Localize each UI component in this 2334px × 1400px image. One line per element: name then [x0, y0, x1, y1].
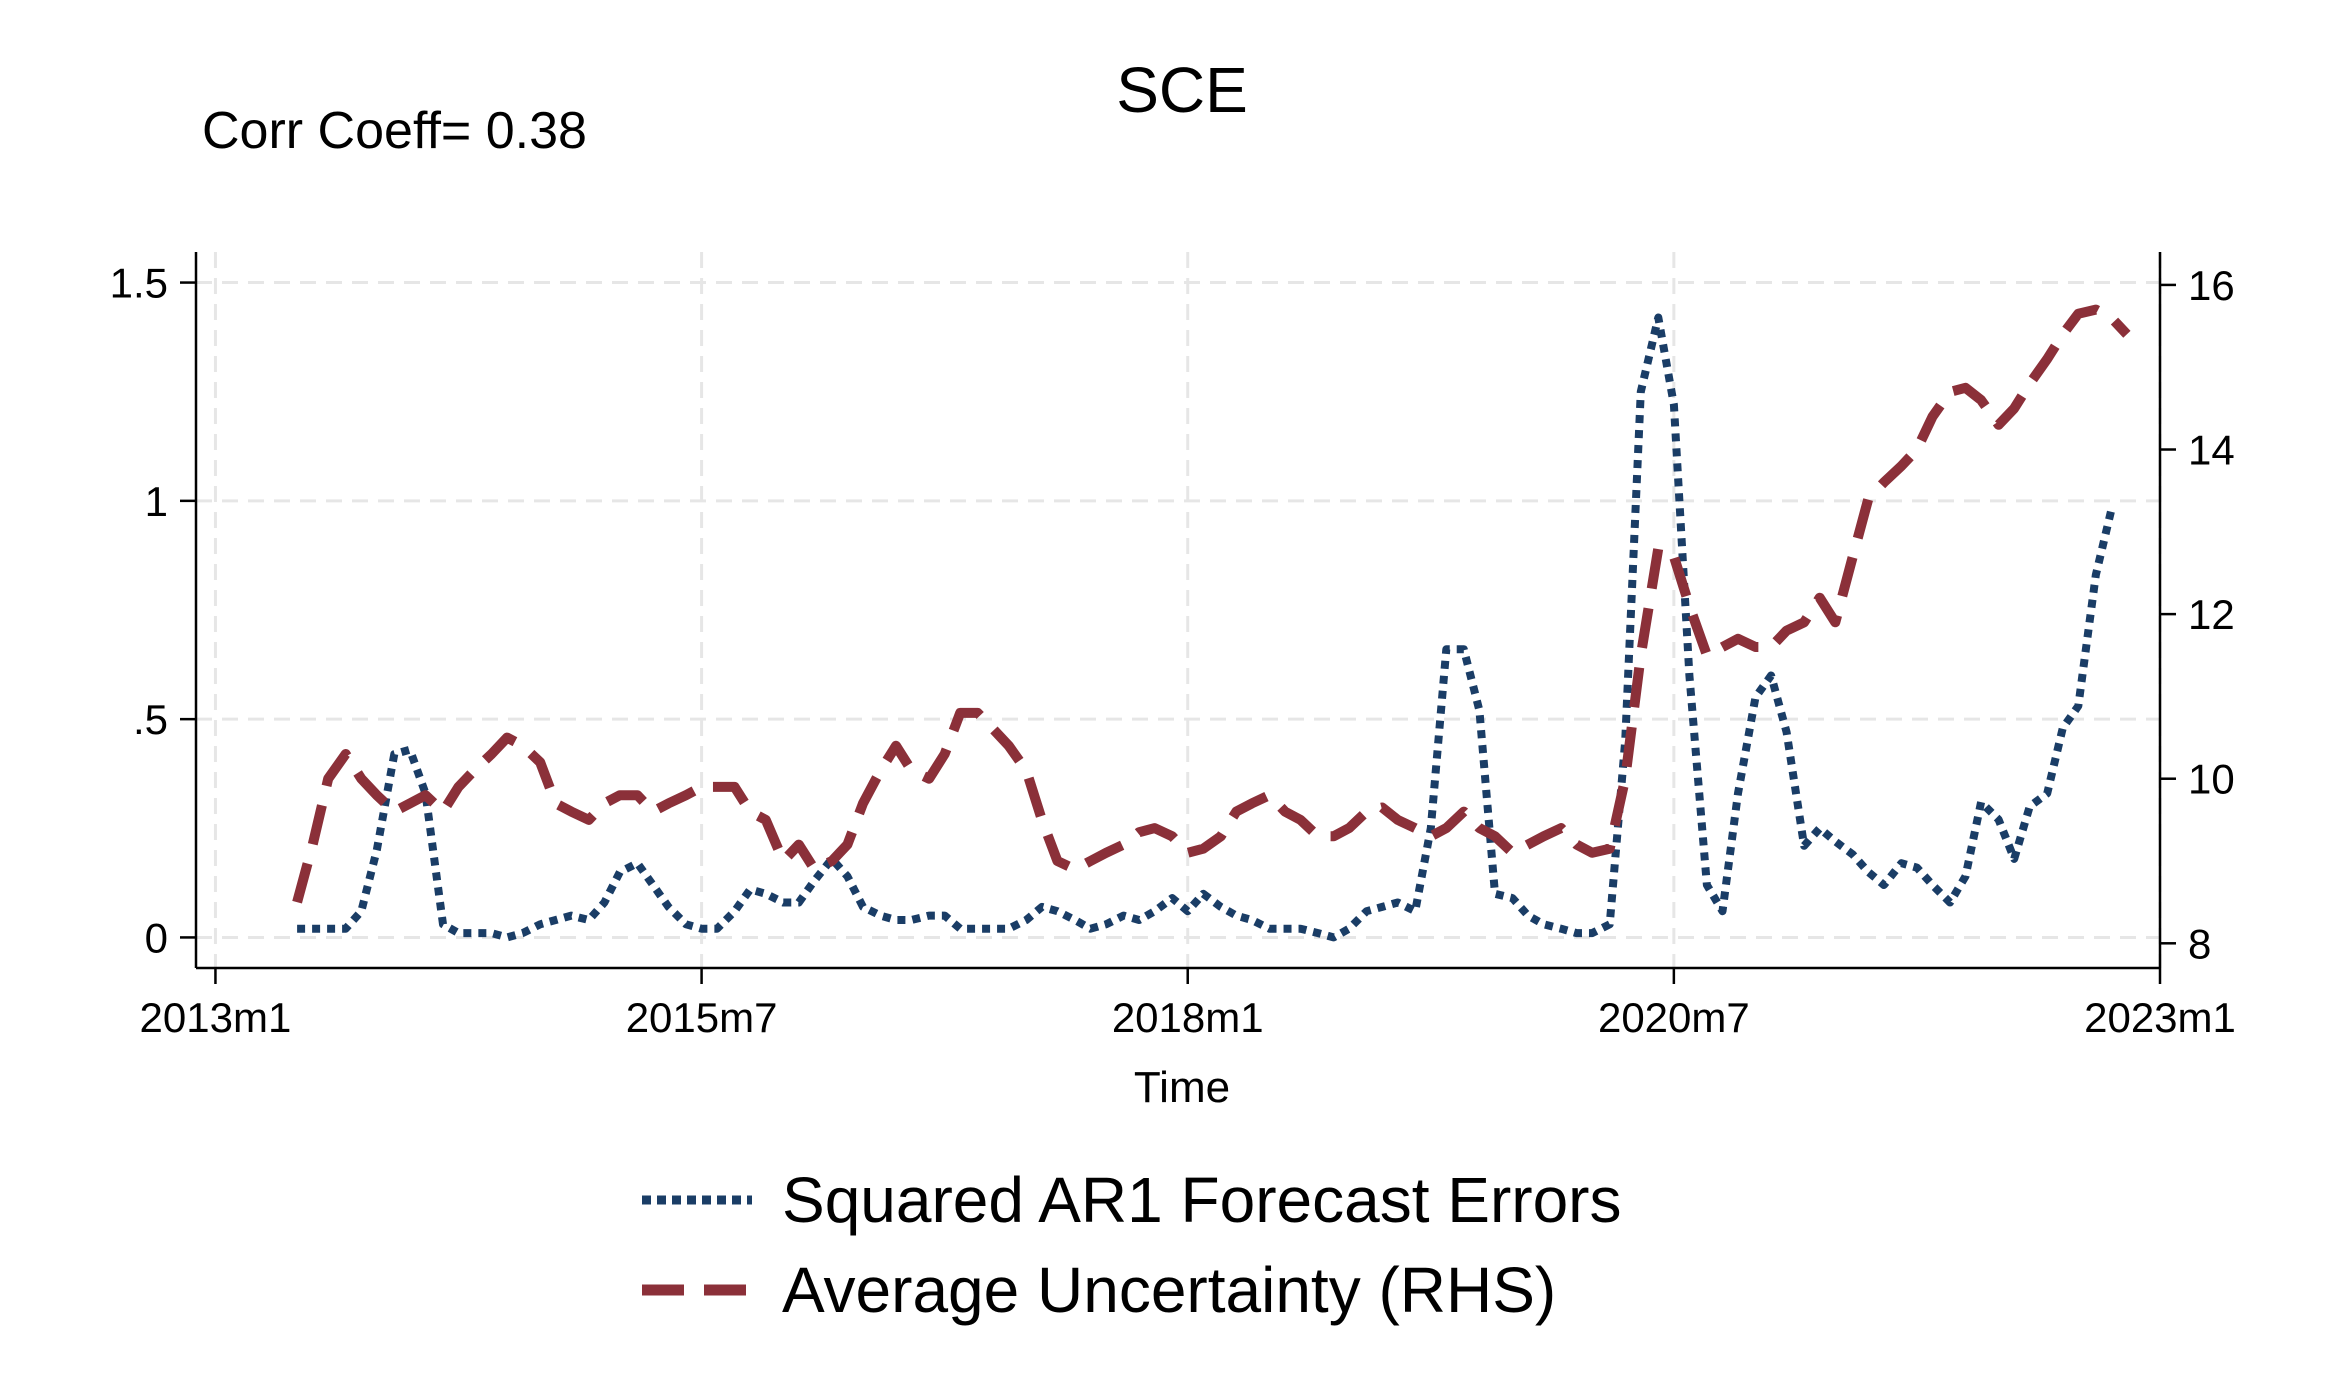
- series-lines: [292, 304, 2131, 942]
- y-left-tick-label-3: 1.5: [110, 260, 168, 307]
- y-right-tick-label-2: 12: [2188, 591, 2235, 638]
- chart-title: SCE: [1116, 54, 1248, 126]
- x-tick-label-3: 2020m7: [1598, 994, 1750, 1041]
- gridlines: [196, 252, 2162, 968]
- x-tick-label-2: 2018m1: [1112, 994, 1264, 1041]
- series-line-forecast-errors: [297, 313, 2116, 942]
- x-tick-label-0: 2013m1: [140, 994, 292, 1041]
- series-line-average-uncertainty: [292, 304, 2131, 904]
- axes: 2013m1 2015m7 2018m1 2020m7 2023m1 0 .5 1 1.5 8 10…: [110, 252, 2236, 1041]
- legend-label-average-uncertainty: Average Uncertainty (RHS): [782, 1254, 1556, 1326]
- y-left-tick-label-1: .5: [133, 696, 168, 743]
- y-left-tick-label-2: 1: [145, 478, 168, 525]
- legend: Squared AR1 Forecast Errors Average Unce…: [642, 1164, 1621, 1326]
- y-right-tick-label-4: 16: [2188, 262, 2235, 309]
- y-right-tick-label-1: 10: [2188, 756, 2235, 803]
- y-right-tick-label-3: 14: [2188, 427, 2235, 474]
- y-right-tick-label-0: 8: [2188, 920, 2211, 967]
- x-tick-label-4: 2023m1: [2084, 994, 2236, 1041]
- x-axis-title: Time: [1134, 1063, 1230, 1112]
- y-left-tick-label-0: 0: [145, 914, 168, 961]
- corr-coeff-annotation: Corr Coeff= 0.38: [202, 102, 587, 160]
- legend-label-forecast-errors: Squared AR1 Forecast Errors: [782, 1164, 1621, 1236]
- x-tick-label-1: 2015m7: [626, 994, 778, 1041]
